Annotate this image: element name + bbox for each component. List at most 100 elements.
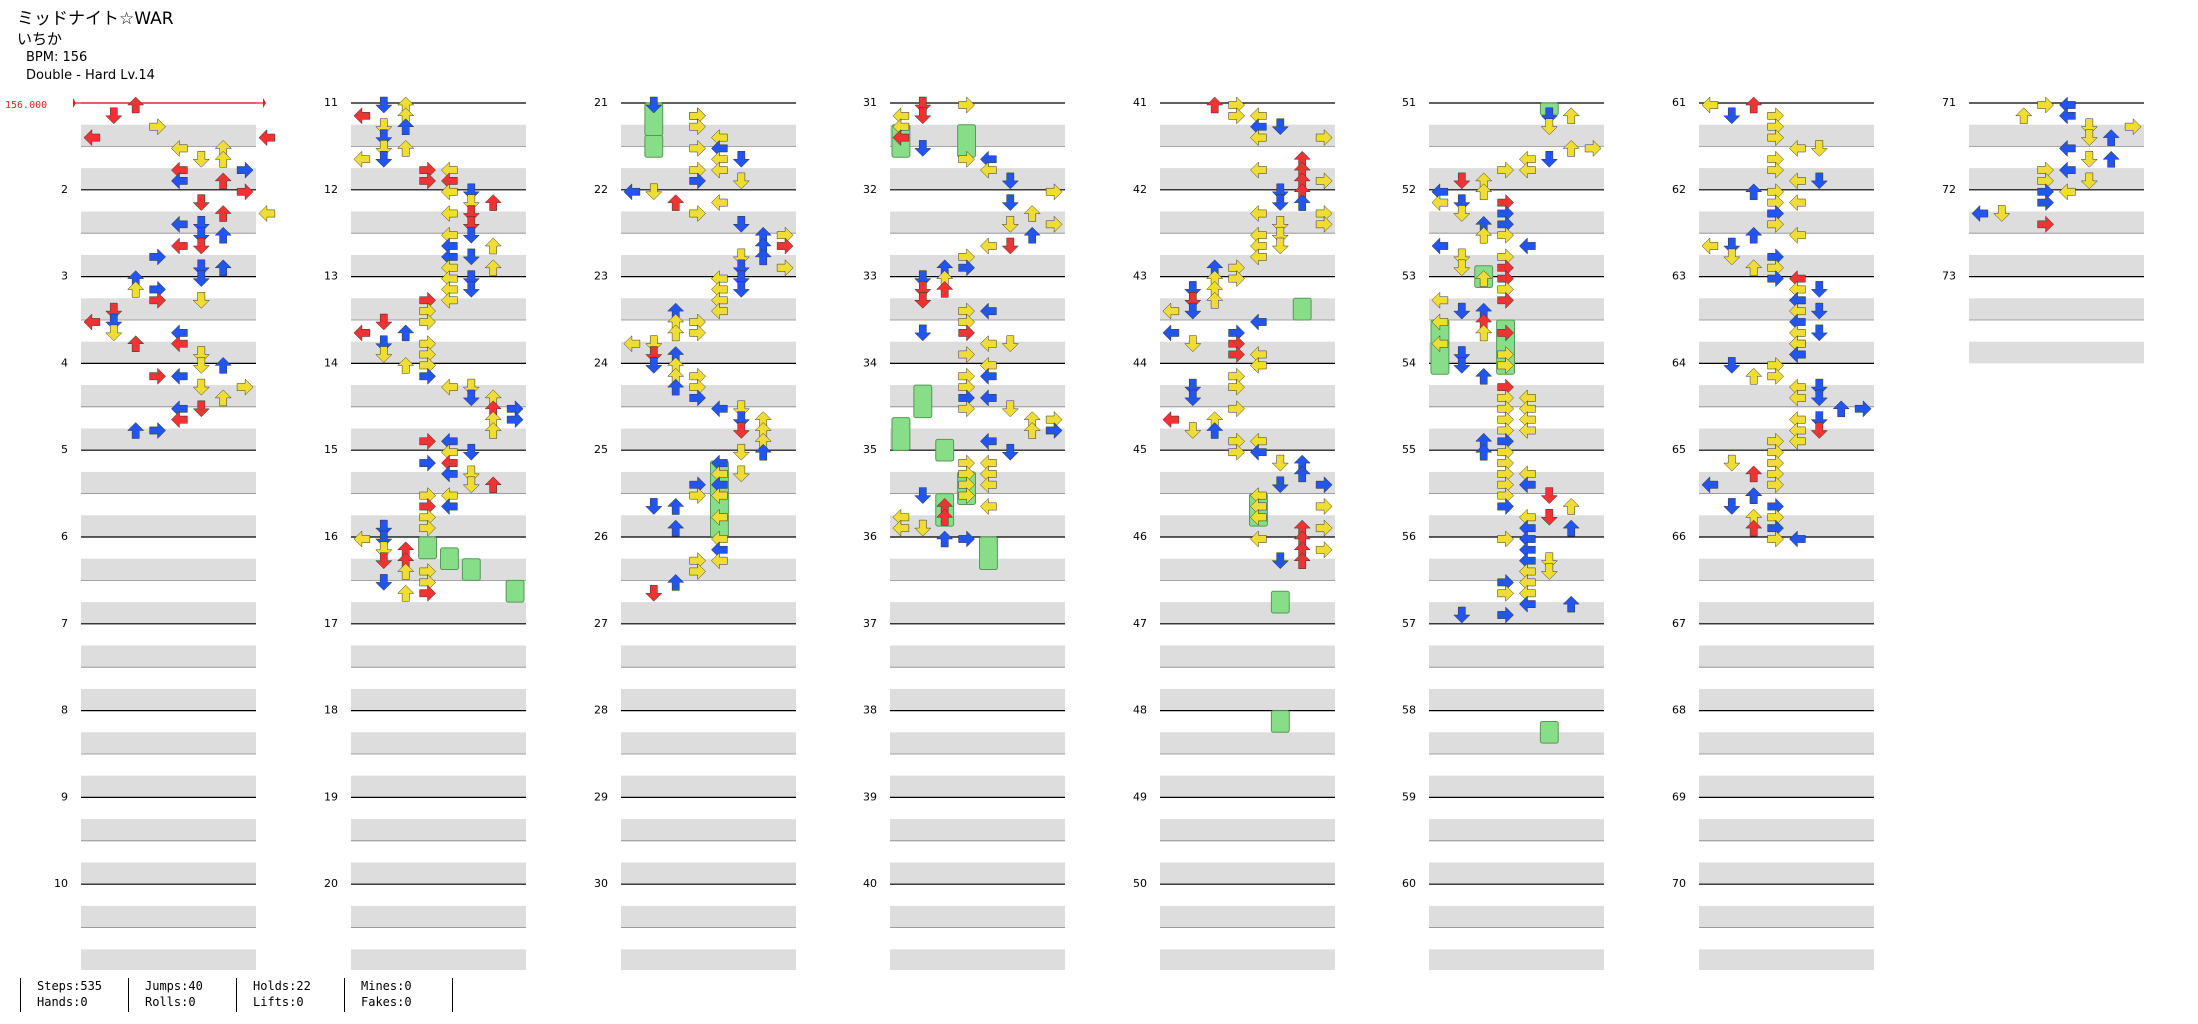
up-arrow-note (397, 357, 415, 374)
left-arrow-note (441, 291, 458, 309)
up-arrow-note (1562, 140, 1580, 157)
down-arrow-note (1810, 281, 1828, 298)
stat-group-mines: Mines:0 Fakes:0 (344, 978, 452, 1012)
up-arrow-note (214, 389, 232, 407)
measure-label: 65 (1672, 443, 1686, 456)
measure-stripe (1699, 168, 1874, 190)
up-arrow-note (667, 194, 685, 211)
measure-stripe (1969, 124, 2144, 147)
measure-stripe (351, 732, 526, 754)
right-arrow-note (689, 204, 706, 223)
down-arrow-note (1453, 357, 1471, 374)
up-arrow-note (1745, 465, 1763, 483)
measure-label: 29 (594, 790, 608, 803)
right-arrow-note (689, 486, 706, 505)
measure-stripe (890, 168, 1065, 190)
measure-stripe (890, 732, 1065, 754)
up-arrow-note (754, 443, 772, 461)
left-arrow-note (83, 313, 101, 331)
measure-stripe (81, 862, 256, 885)
left-arrow-note (1250, 530, 1267, 548)
measure-stripe (890, 819, 1065, 841)
measure-stripe (621, 819, 796, 841)
down-arrow-note (462, 476, 480, 494)
right-arrow-note (1497, 497, 1514, 516)
right-arrow-note (1315, 172, 1333, 190)
measure-stripe (351, 515, 526, 537)
up-arrow-note (1475, 367, 1493, 385)
right-arrow-note (1315, 541, 1333, 559)
measure-label: 66 (1672, 530, 1686, 543)
measure-stripe (81, 124, 256, 147)
measure-label: 17 (324, 617, 338, 630)
up-arrow-note (1562, 519, 1580, 537)
measure-label: 41 (1133, 96, 1147, 109)
measure-stripe (1699, 688, 1874, 711)
up-arrow-note (667, 324, 685, 342)
right-arrow-note (419, 367, 436, 385)
measure-stripe (1429, 645, 1604, 668)
measure-stripe (1699, 732, 1874, 754)
measure-label: 33 (863, 270, 877, 283)
down-arrow-note (375, 96, 393, 114)
measure-stripe (1699, 558, 1874, 581)
measure-stripe (351, 385, 526, 407)
down-arrow-note (1453, 205, 1471, 222)
right-arrow-note (1045, 183, 1063, 201)
left-arrow-note (171, 237, 188, 255)
up-arrow-note (1475, 183, 1493, 201)
hold-note (1539, 720, 1559, 744)
up-arrow-note (936, 508, 954, 526)
up-arrow-note (484, 259, 502, 277)
measure-stripes (81, 102, 2144, 970)
measure-stripe (1160, 124, 1335, 147)
measure-label: 72 (1942, 183, 1956, 196)
measure-stripe (1429, 298, 1604, 320)
right-arrow-note (776, 237, 794, 255)
up-arrow-note (214, 172, 232, 190)
up-arrow-note (1023, 205, 1041, 222)
right-arrow-note (1228, 443, 1245, 461)
right-arrow-note (1497, 324, 1514, 342)
right-arrow-note (958, 150, 975, 168)
down-arrow-note (1271, 476, 1289, 494)
down-arrow-note (1810, 378, 1828, 396)
measure-label: 49 (1133, 790, 1147, 803)
measure-label: 11 (324, 96, 338, 109)
measure-stripe (1160, 254, 1335, 277)
down-arrow-note (2080, 129, 2098, 146)
measure-stripe (1429, 819, 1604, 841)
measure-stripe (1160, 428, 1335, 451)
down-arrow-note (1723, 454, 1741, 472)
down-arrow-note (1810, 422, 1828, 439)
left-arrow-note (1519, 476, 1536, 494)
measure-label: 61 (1672, 96, 1686, 109)
measure-stripe (1969, 168, 2144, 190)
measure-stripe (890, 254, 1065, 277)
measure-label: 31 (863, 96, 877, 109)
down-arrow-note (2080, 118, 2098, 136)
measure-stripe (81, 558, 256, 581)
down-arrow-note (375, 118, 393, 136)
measure-stripe (1160, 168, 1335, 190)
right-arrow-note (958, 530, 975, 548)
measure-label: 54 (1402, 356, 1416, 369)
down-arrow-note (1453, 194, 1471, 211)
down-arrow-note (375, 140, 393, 157)
measure-label: 62 (1672, 183, 1686, 196)
stat-hands: Hands:0 (37, 995, 88, 1009)
down-arrow-note (1723, 248, 1741, 266)
measure-stripe (1160, 645, 1335, 668)
measure-label: 67 (1672, 617, 1686, 630)
bpm-text: BPM: 156 (26, 50, 88, 65)
right-arrow-note (958, 400, 975, 418)
left-arrow-note (441, 183, 458, 201)
measure-stripe (1160, 949, 1335, 970)
measure-stripe (81, 298, 256, 320)
measure-label: 10 (54, 877, 68, 890)
measure-stripe (890, 688, 1065, 711)
measure-stripe (81, 905, 256, 928)
right-arrow-note (1315, 519, 1333, 537)
measure-label: 50 (1133, 877, 1147, 890)
measure-stripe (1969, 254, 2144, 277)
